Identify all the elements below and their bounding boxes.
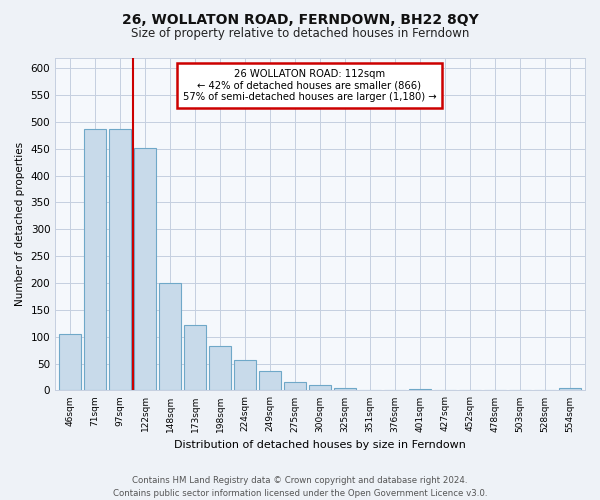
Bar: [134, 148, 157, 390]
X-axis label: Distribution of detached houses by size in Ferndown: Distribution of detached houses by size …: [174, 440, 466, 450]
Text: 26 WOLLATON ROAD: 112sqm
← 42% of detached houses are smaller (866)
57% of semi-: 26 WOLLATON ROAD: 112sqm ← 42% of detach…: [182, 69, 436, 102]
Bar: [109, 129, 131, 390]
Bar: [234, 360, 256, 390]
Y-axis label: Number of detached properties: Number of detached properties: [15, 142, 25, 306]
Bar: [159, 283, 181, 391]
Bar: [284, 382, 307, 390]
Text: Contains HM Land Registry data © Crown copyright and database right 2024.
Contai: Contains HM Land Registry data © Crown c…: [113, 476, 487, 498]
Bar: [209, 346, 232, 391]
Bar: [184, 325, 206, 390]
Text: 26, WOLLATON ROAD, FERNDOWN, BH22 8QY: 26, WOLLATON ROAD, FERNDOWN, BH22 8QY: [122, 12, 478, 26]
Bar: [559, 388, 581, 390]
Bar: [59, 334, 82, 390]
Bar: [309, 385, 331, 390]
Bar: [259, 371, 281, 390]
Text: Size of property relative to detached houses in Ferndown: Size of property relative to detached ho…: [131, 28, 469, 40]
Bar: [84, 129, 106, 390]
Bar: [409, 389, 431, 390]
Bar: [334, 388, 356, 390]
